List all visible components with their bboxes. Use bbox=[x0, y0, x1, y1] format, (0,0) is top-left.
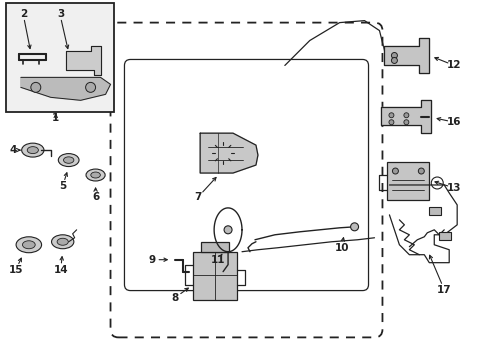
Text: 14: 14 bbox=[53, 265, 68, 275]
Text: 1: 1 bbox=[52, 113, 59, 123]
Ellipse shape bbox=[86, 169, 105, 181]
Circle shape bbox=[31, 82, 41, 92]
Text: 10: 10 bbox=[334, 243, 348, 253]
Circle shape bbox=[224, 226, 232, 234]
Text: 13: 13 bbox=[446, 183, 461, 193]
Ellipse shape bbox=[27, 147, 39, 154]
Polygon shape bbox=[384, 37, 428, 73]
Text: 5: 5 bbox=[59, 181, 66, 191]
Ellipse shape bbox=[91, 172, 100, 178]
Bar bbox=[386, 162, 428, 200]
Polygon shape bbox=[65, 45, 101, 75]
Polygon shape bbox=[200, 133, 258, 173]
Bar bbox=[6, 3, 113, 112]
Circle shape bbox=[392, 168, 398, 174]
Text: 16: 16 bbox=[446, 117, 461, 127]
Circle shape bbox=[390, 53, 397, 58]
Text: 11: 11 bbox=[210, 255, 225, 265]
Text: 8: 8 bbox=[171, 293, 179, 302]
Ellipse shape bbox=[16, 237, 41, 253]
Ellipse shape bbox=[58, 154, 79, 167]
Bar bbox=[438, 232, 450, 240]
Text: 7: 7 bbox=[194, 192, 202, 202]
Text: 9: 9 bbox=[148, 255, 156, 265]
Ellipse shape bbox=[51, 235, 74, 249]
Circle shape bbox=[350, 223, 358, 231]
Text: 2: 2 bbox=[20, 9, 27, 19]
Circle shape bbox=[403, 113, 408, 118]
Polygon shape bbox=[21, 77, 110, 100]
Circle shape bbox=[388, 113, 393, 118]
Circle shape bbox=[403, 120, 408, 125]
Circle shape bbox=[388, 120, 393, 125]
Text: 3: 3 bbox=[57, 9, 64, 19]
Bar bbox=[428, 207, 440, 215]
Circle shape bbox=[85, 82, 95, 92]
Circle shape bbox=[390, 58, 397, 63]
Ellipse shape bbox=[63, 157, 74, 163]
Text: 6: 6 bbox=[92, 192, 99, 202]
Text: 15: 15 bbox=[9, 265, 23, 275]
Text: 17: 17 bbox=[436, 284, 450, 294]
Ellipse shape bbox=[57, 238, 68, 245]
Text: 12: 12 bbox=[446, 60, 461, 71]
Bar bbox=[193, 252, 237, 300]
Circle shape bbox=[417, 168, 424, 174]
Text: 4: 4 bbox=[9, 145, 17, 155]
Polygon shape bbox=[381, 100, 430, 133]
Ellipse shape bbox=[22, 241, 35, 249]
Ellipse shape bbox=[21, 143, 44, 157]
Bar bbox=[201, 242, 228, 252]
